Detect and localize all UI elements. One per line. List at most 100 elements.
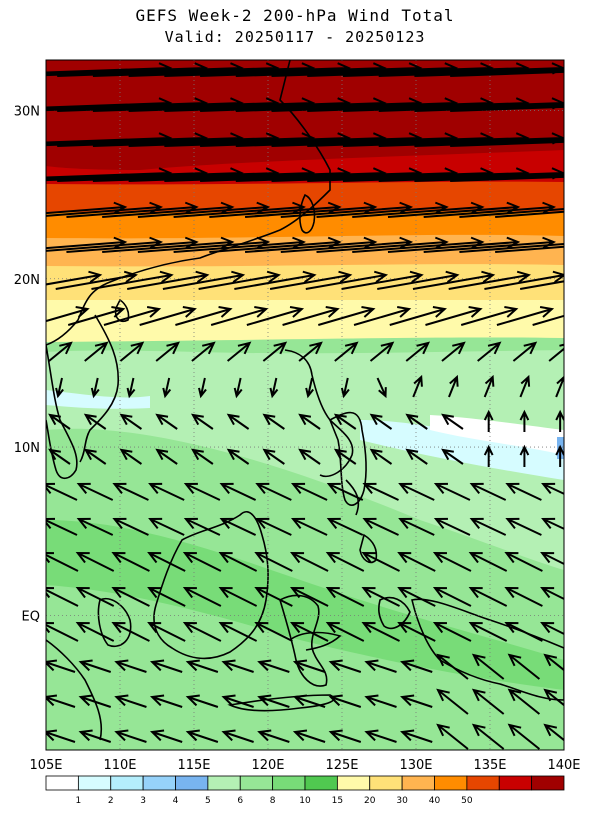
wind-arrow — [75, 586, 115, 607]
wind-arrow — [155, 413, 178, 430]
wind-arrow — [67, 306, 126, 326]
wind-arrow — [46, 729, 76, 743]
wind-arrow — [484, 270, 564, 290]
wind-arrow — [162, 270, 246, 290]
wind-arrow — [471, 653, 505, 680]
wind-arrow — [46, 622, 79, 642]
lat-tick-label: 20N — [14, 273, 40, 288]
shade-band — [430, 415, 564, 455]
wind-arrow — [233, 377, 243, 399]
wind-arrow — [147, 551, 186, 572]
wind-arrow — [505, 482, 542, 501]
wind-arrow — [198, 377, 207, 399]
wind-arrow — [328, 729, 362, 743]
wind-arrow — [362, 517, 399, 536]
wind-arrow — [483, 374, 495, 398]
wind-arrow — [269, 270, 353, 290]
wind-arrow — [219, 482, 257, 501]
colorbar-swatch — [531, 775, 565, 791]
wind-arrow — [459, 242, 564, 253]
wind-arrow — [175, 306, 233, 326]
wind-arrow — [340, 377, 350, 399]
wind-arrow — [325, 551, 365, 572]
wind-arrow — [433, 482, 471, 501]
wind-arrow — [191, 341, 216, 362]
colorbar-label: 40 — [429, 796, 441, 806]
shade-band — [360, 420, 564, 480]
colorbar-swatch — [142, 775, 176, 791]
wind-arrow — [397, 586, 436, 607]
lat-lon-grid — [46, 60, 564, 750]
wind-arrow — [469, 517, 507, 536]
colorbar-swatch — [401, 775, 435, 791]
wind-arrow — [119, 448, 143, 465]
coastline-segment — [328, 411, 367, 506]
wind-arrow — [182, 551, 222, 572]
wind-arrow — [182, 621, 222, 642]
wind-arrow — [198, 270, 281, 290]
wind-arrow — [78, 694, 112, 708]
wind-arrow — [541, 482, 564, 495]
wind-arrow — [78, 659, 112, 673]
wind-arrow — [254, 586, 293, 607]
wind-arrow — [469, 482, 507, 501]
wind-arrow — [90, 377, 100, 399]
wind-arrow — [400, 729, 433, 743]
wind-arrow — [84, 341, 109, 362]
wind-arrow — [364, 694, 397, 708]
wind-arrow — [441, 448, 464, 465]
wind-arrow — [126, 377, 136, 399]
wind-arrow — [254, 551, 293, 572]
wind-arrow — [543, 653, 564, 672]
wind-arrow — [432, 586, 472, 607]
wind-arrow — [540, 586, 564, 601]
wind-arrow — [555, 375, 564, 398]
wind-arrow — [425, 306, 483, 326]
wind-arrow — [46, 694, 76, 708]
wind-arrow — [341, 270, 424, 290]
wind-arrow — [112, 517, 149, 536]
wind-vectors — [46, 62, 564, 750]
wind-arrow — [148, 482, 185, 501]
wind-arrow — [328, 694, 362, 708]
wind-arrow — [262, 341, 288, 362]
shade-band — [46, 300, 564, 342]
wind-arrow — [46, 270, 103, 286]
wind-arrow — [46, 587, 79, 607]
colorbar-label: 4 — [173, 796, 179, 806]
lon-tick-label: 105E — [29, 758, 62, 773]
wind-arrow — [148, 517, 185, 536]
wind-arrow — [333, 413, 357, 430]
lon-tick-label: 135E — [473, 758, 506, 773]
wind-arrow — [290, 482, 328, 501]
colorbar-label: 50 — [461, 796, 473, 806]
wind-arrow — [257, 659, 290, 673]
wind-arrow — [412, 270, 496, 290]
wind-arrow — [450, 140, 564, 147]
wind-arrow — [364, 729, 397, 743]
wind-arrow — [55, 377, 64, 399]
wind-arrow — [468, 621, 508, 642]
wind-arrow — [369, 413, 393, 430]
wind-arrow — [400, 694, 433, 708]
wind-arrow — [149, 659, 183, 673]
wind-arrow — [162, 377, 172, 399]
wind-arrow — [103, 306, 162, 326]
colorbar-label: 10 — [299, 796, 311, 806]
coastline-segment — [345, 479, 360, 516]
wind-arrow — [257, 729, 290, 743]
wind-arrow — [361, 586, 400, 607]
wind-arrow — [149, 694, 183, 708]
wind-arrow — [155, 448, 178, 465]
wind-arrow — [298, 413, 321, 430]
wind-arrow — [468, 551, 508, 572]
wind-arrow — [182, 586, 222, 607]
wind-arrow — [76, 482, 114, 501]
wind-arrow — [114, 729, 147, 743]
wind-arrow — [46, 306, 90, 323]
colorbar-swatch — [175, 775, 209, 791]
lon-tick-label: 140E — [547, 758, 580, 773]
wind-arrow — [119, 341, 145, 362]
wind-arrow — [543, 723, 564, 742]
wind-arrow — [75, 621, 115, 642]
